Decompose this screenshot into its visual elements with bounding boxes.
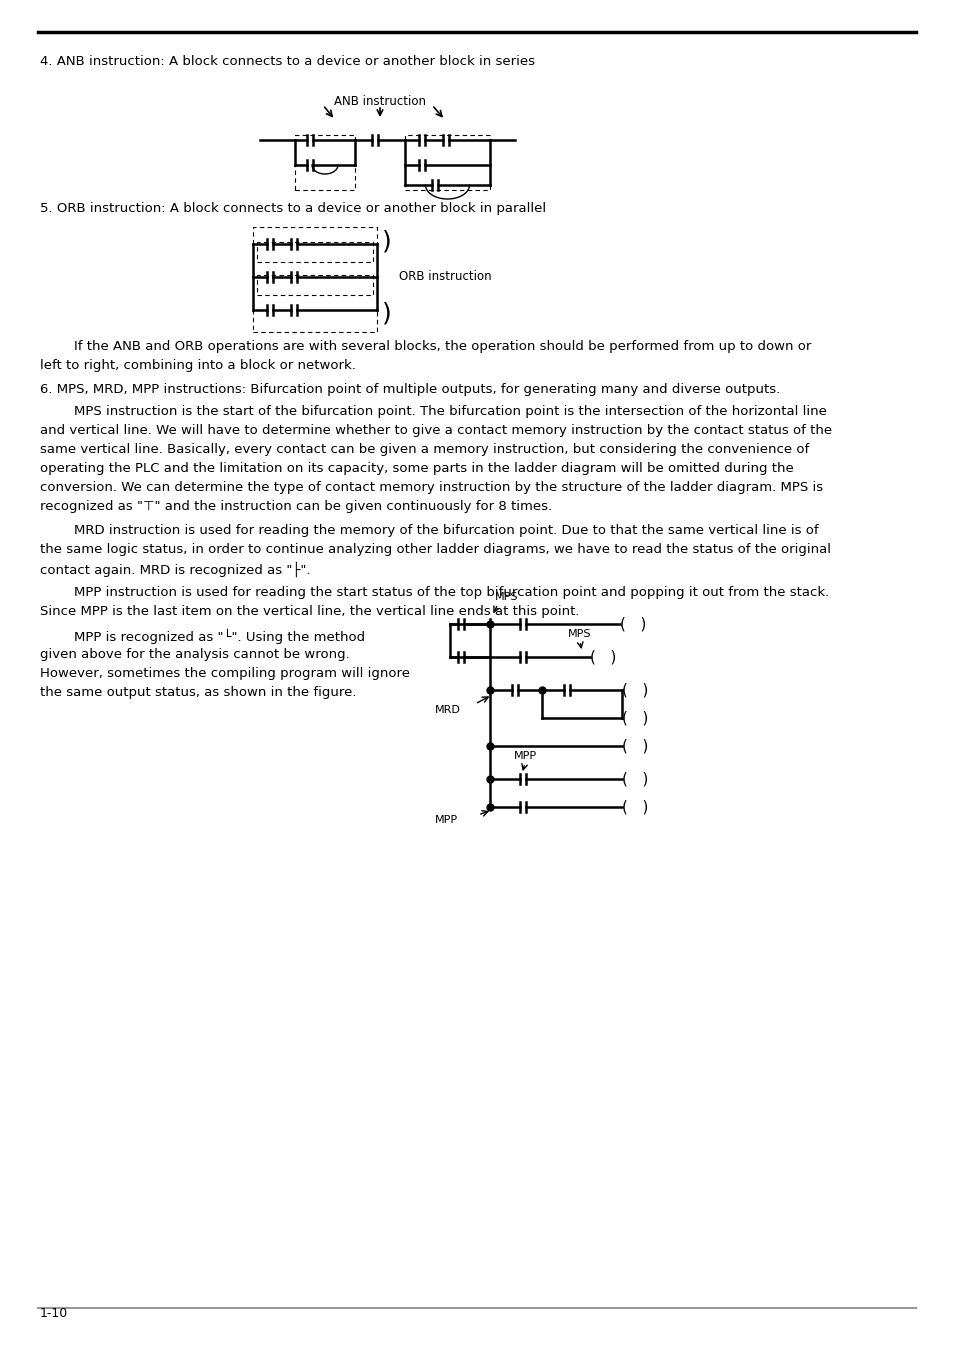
Text: given above for the analysis cannot be wrong.: given above for the analysis cannot be w… (40, 648, 350, 662)
Text: (   ): ( ) (589, 649, 616, 664)
Text: MPS: MPS (495, 593, 518, 602)
Text: 4. ANB instruction: A block connects to a device or another block in series: 4. ANB instruction: A block connects to … (40, 55, 535, 68)
Text: left to right, combining into a block or network.: left to right, combining into a block or… (40, 359, 355, 373)
Text: MPP instruction is used for reading the start status of the top bifurcation poin: MPP instruction is used for reading the … (40, 586, 828, 599)
Bar (256, 275, 373, 296)
Text: the same logic status, in order to continue analyzing other ladder diagrams, we : the same logic status, in order to conti… (40, 543, 830, 556)
Bar (256, 242, 373, 262)
Bar (294, 135, 355, 190)
Text: MRD: MRD (435, 705, 460, 716)
Text: If the ANB and ORB operations are with several blocks, the operation should be p: If the ANB and ORB operations are with s… (40, 340, 810, 352)
Bar (405, 135, 490, 190)
Text: MPP is recognized as "└". Using the method: MPP is recognized as "└". Using the meth… (40, 629, 365, 644)
Text: (   ): ( ) (621, 710, 648, 725)
Text: 1-10: 1-10 (40, 1307, 69, 1320)
Text: same vertical line. Basically, every contact can be given a memory instruction, : same vertical line. Basically, every con… (40, 443, 808, 456)
Text: 6. MPS, MRD, MPP instructions: Bifurcation point of multiple outputs, for genera: 6. MPS, MRD, MPP instructions: Bifurcati… (40, 383, 780, 396)
Text: the same output status, as shown in the figure.: the same output status, as shown in the … (40, 686, 356, 699)
Text: MPP: MPP (435, 815, 457, 825)
Text: 5. ORB instruction: A block connects to a device or another block in parallel: 5. ORB instruction: A block connects to … (40, 202, 545, 215)
Text: ORB instruction: ORB instruction (398, 270, 491, 284)
Text: contact again. MRD is recognized as "├".: contact again. MRD is recognized as "├". (40, 562, 310, 578)
Text: MPS instruction is the start of the bifurcation point. The bifurcation point is : MPS instruction is the start of the bifu… (40, 405, 826, 418)
Text: operating the PLC and the limitation on its capacity, some parts in the ladder d: operating the PLC and the limitation on … (40, 462, 793, 475)
Text: (   ): ( ) (621, 738, 648, 753)
Text: (   ): ( ) (621, 683, 648, 698)
Text: (   ): ( ) (621, 771, 648, 787)
Text: ): ) (381, 230, 392, 252)
Text: ANB instruction: ANB instruction (334, 95, 426, 108)
Bar (253, 227, 376, 332)
Text: MPP: MPP (513, 751, 536, 761)
Text: ): ) (381, 301, 392, 325)
Text: and vertical line. We will have to determine whether to give a contact memory in: and vertical line. We will have to deter… (40, 424, 831, 437)
Text: However, sometimes the compiling program will ignore: However, sometimes the compiling program… (40, 667, 410, 680)
Text: (   ): ( ) (621, 799, 648, 814)
Text: recognized as "⊤" and the instruction can be given continuously for 8 times.: recognized as "⊤" and the instruction ca… (40, 500, 552, 513)
Text: MRD instruction is used for reading the memory of the bifurcation point. Due to : MRD instruction is used for reading the … (40, 524, 818, 537)
Text: (   ): ( ) (619, 617, 646, 632)
Text: Since MPP is the last item on the vertical line, the vertical line ends at this : Since MPP is the last item on the vertic… (40, 605, 578, 618)
Text: MPS: MPS (568, 629, 591, 639)
Text: conversion. We can determine the type of contact memory instruction by the struc: conversion. We can determine the type of… (40, 481, 822, 494)
